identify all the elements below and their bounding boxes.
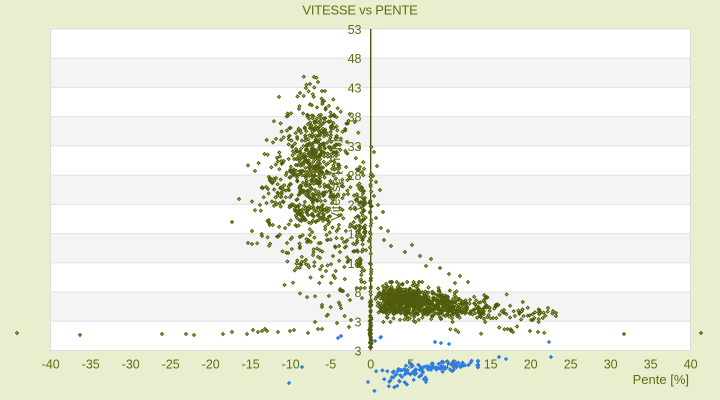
svg-text:15: 15: [484, 358, 498, 372]
svg-text:-10: -10: [282, 358, 300, 372]
svg-text:Pente [%]: Pente [%]: [633, 372, 689, 387]
svg-text:30: 30: [604, 358, 618, 372]
svg-text:28: 28: [348, 169, 362, 183]
svg-text:20: 20: [524, 358, 538, 372]
svg-text:VITESSE vs PENTE: VITESSE vs PENTE: [302, 3, 418, 18]
svg-text:0: 0: [367, 358, 374, 372]
svg-text:25: 25: [564, 358, 578, 372]
svg-text:-20: -20: [202, 358, 220, 372]
svg-text:-30: -30: [122, 358, 140, 372]
svg-text:3: 3: [355, 345, 362, 359]
svg-text:40: 40: [684, 358, 698, 372]
svg-text:33: 33: [348, 140, 362, 154]
svg-text:-40: -40: [42, 358, 60, 372]
svg-text:35: 35: [644, 358, 658, 372]
svg-text:53: 53: [348, 23, 362, 37]
svg-text:-15: -15: [242, 358, 260, 372]
svg-text:8: 8: [355, 286, 362, 300]
svg-text:-5: -5: [325, 358, 336, 372]
svg-text:-35: -35: [82, 358, 100, 372]
svg-text:-25: -25: [162, 358, 180, 372]
svg-text:3: 3: [355, 315, 362, 329]
svg-text:48: 48: [348, 52, 362, 66]
svg-text:43: 43: [348, 81, 362, 95]
